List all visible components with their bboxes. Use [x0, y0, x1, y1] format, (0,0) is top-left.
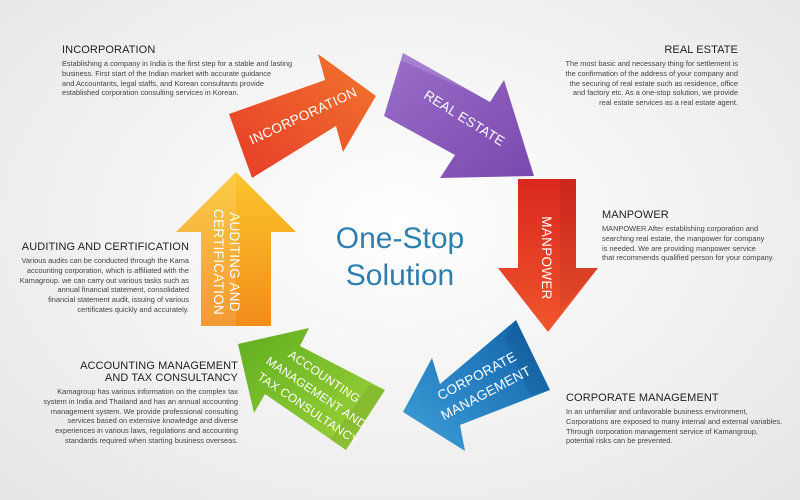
auditing-heading: AUDITING AND CERTIFICATION — [21, 241, 189, 253]
corporate-line-2: Corporations are exposed to many interna… — [566, 416, 783, 426]
accounting-heading-line-1: ACCOUNTING MANAGEMENT — [80, 360, 238, 372]
manpower-arrow: MANPOWER — [498, 179, 598, 332]
incorporation-line-2: business. First start of the Indian mark… — [62, 68, 272, 78]
accounting-line-4: services based on extensive knowledge an… — [67, 416, 239, 426]
accounting-line-6: standards required when starting busines… — [65, 435, 238, 445]
auditing-section: AUDITING AND CERTIFICATION Various audit… — [8, 241, 189, 315]
corporate-heading: CORPORATE MANAGEMENT — [566, 392, 719, 404]
manpower-line-3: is needed. We are providing manpower ser… — [602, 243, 756, 253]
real-estate-line-3: the securing of real estate such as resi… — [569, 78, 738, 88]
auditing-arrow: AUDITING AND CERTIFICATION — [176, 172, 296, 326]
title-line-1: One-Stop — [335, 222, 465, 255]
corporate-line-4: potential risks can be prevented. — [566, 436, 673, 446]
manpower-section: MANPOWER MANPOWER After establishing cor… — [602, 209, 798, 263]
real-estate-line-2: the confirmation of the address of your … — [565, 68, 738, 78]
real-estate-section: REAL ESTATE The most basic and necessary… — [520, 44, 738, 108]
corporate-line-1: In an unfamiliar and unfavorable busines… — [566, 407, 748, 416]
real-estate-line-5: real estate services as a real estate ag… — [599, 98, 738, 108]
manpower-line-2: searching real estate, the manpower for … — [602, 233, 765, 243]
manpower-line-1: MANPOWER After establishing corporation … — [602, 224, 759, 233]
accounting-heading-line-2: AND TAX CONSULTANCY — [104, 372, 238, 384]
real-estate-heading: REAL ESTATE — [664, 44, 738, 56]
manpower-arrow-label: MANPOWER — [539, 216, 554, 299]
title-line-2: Solution — [345, 259, 455, 292]
auditing-line-6: certificates quickly and accurately. — [77, 304, 189, 314]
incorporation-heading: INCORPORATION — [62, 44, 156, 56]
real-estate-line-1: The most basic and necessary thing for s… — [565, 59, 738, 68]
auditing-line-1: Various audits can be conducted through … — [21, 256, 190, 265]
auditing-arrow-label-line1: AUDITING AND — [227, 212, 242, 312]
auditing-line-3: Kamagroup. we can carry out various task… — [19, 275, 189, 285]
accounting-section: ACCOUNTING MANAGEMENT AND TAX CONSULTANC… — [10, 360, 238, 446]
auditing-arrow-label-line2: CERTIFICATION — [211, 209, 226, 315]
manpower-line-4: that recommends qualified person for you… — [602, 253, 774, 263]
accounting-line-2: system in India and Thailand and has an … — [43, 396, 238, 406]
real-estate-arrow: REAL ESTATE — [384, 53, 534, 178]
accounting-arrow: ACCOUNTING MANAGEMENT AND TAX CONSULTANC… — [238, 328, 385, 450]
accounting-line-5: experiences in various laws, regulations… — [55, 426, 238, 436]
auditing-line-5: financial statement audit, issuing of va… — [48, 295, 189, 305]
accounting-line-3: management system. We provide profession… — [50, 406, 238, 416]
accounting-line-1: Kamagroup has various information on the… — [57, 387, 238, 396]
auditing-line-4: annual financial statement, consolidated — [57, 285, 189, 295]
auditing-line-2: accounting corporation, which is affilia… — [26, 265, 189, 275]
real-estate-line-4: and factory etc. As a one-stop solution,… — [572, 88, 738, 98]
one-stop-solution-title: One-Stop Solution — [300, 220, 500, 294]
corporate-arrow: CORPORATE MANAGEMENT — [403, 320, 550, 451]
incorporation-section: INCORPORATION Establishing a company in … — [62, 44, 322, 98]
incorporation-line-1: Establishing a company in India is the f… — [62, 59, 293, 68]
corporate-line-3: Through corporation management service o… — [566, 426, 758, 436]
corporate-section: CORPORATE MANAGEMENT In an unfamiliar an… — [566, 392, 798, 446]
manpower-heading: MANPOWER — [602, 209, 669, 221]
incorporation-line-3: and Accountants, legal staffs, and Korea… — [62, 78, 265, 88]
incorporation-line-4: established corporation consulting servi… — [62, 88, 239, 98]
